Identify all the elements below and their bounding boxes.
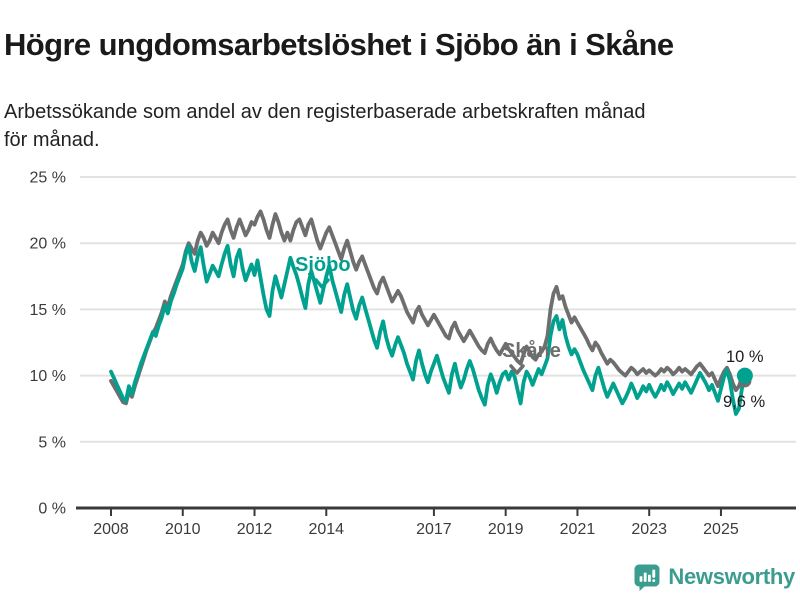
x-axis-tick-label: 2008 [93, 521, 129, 538]
x-axis-tick-label: 2021 [560, 521, 596, 538]
y-axis-tick-label: 25 % [30, 170, 66, 187]
y-axis-tick-label: 10 % [30, 368, 66, 385]
newsworthy-logo[interactable]: Newsworthy [633, 563, 795, 591]
page-title: Högre ungdomsarbetslöshet i Sjöbo än i S… [4, 26, 674, 62]
newsworthy-bubble-chart-icon [634, 564, 660, 591]
series-line-skåne [109, 209, 747, 406]
x-axis-tick-label: 2017 [416, 521, 452, 538]
series-label-caret-icon [314, 278, 330, 289]
end-value-label-sjöbo: 10 % [726, 348, 764, 366]
y-axis-tick-label: 15 % [30, 302, 66, 319]
series-end-dot-sjöbo [736, 367, 753, 384]
y-axis-tick-label: 0 % [38, 501, 66, 518]
series-label-skåne: Skåne [502, 339, 561, 362]
x-axis-tick-label: 2019 [488, 521, 524, 538]
series-label-sjöbo: Sjöbo [295, 254, 351, 276]
y-axis-tick-label: 5 % [38, 434, 66, 451]
x-axis-tick-label: 2023 [631, 521, 667, 538]
y-axis-tick-label: 20 % [30, 236, 66, 253]
x-axis-tick-label: 2014 [308, 521, 344, 538]
end-value-label-skåne: 9,6 % [723, 393, 766, 411]
x-axis-tick-label: 2010 [165, 521, 201, 538]
chart-subtitle: Arbetssökande som andel av den registerb… [4, 101, 646, 151]
x-axis-tick-label: 2012 [237, 521, 273, 538]
newsworthy-brand-text: Newsworthy [668, 564, 795, 589]
series-line-sjöbo [109, 243, 747, 416]
x-axis-tick-label: 2025 [703, 521, 739, 538]
series-label-caret-icon [509, 364, 525, 375]
